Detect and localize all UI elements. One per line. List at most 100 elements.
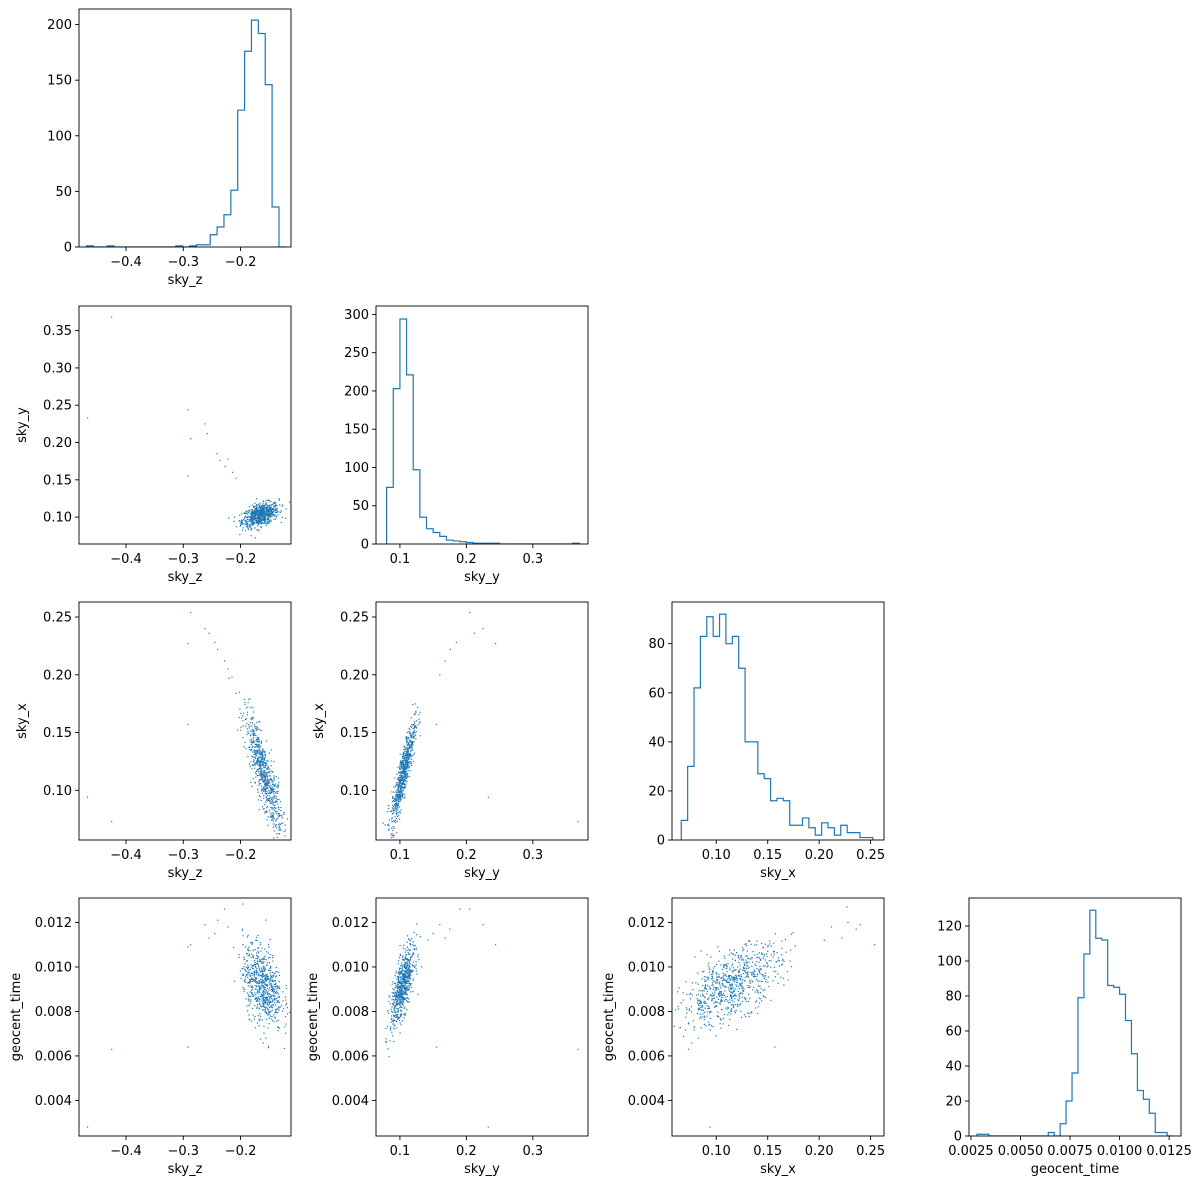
scatter-point xyxy=(253,517,255,519)
scatter-point xyxy=(739,979,742,981)
scatter-point xyxy=(382,822,384,824)
scatter-point xyxy=(758,980,760,982)
scatter-point xyxy=(273,1014,275,1016)
scatter-point xyxy=(248,969,250,971)
scatter-point xyxy=(260,741,262,743)
scatter-point xyxy=(251,986,253,988)
scatter-point xyxy=(392,834,395,836)
scatter-point xyxy=(266,763,268,765)
scatter-point xyxy=(728,954,731,956)
scatter-point xyxy=(276,505,278,507)
scatter-point xyxy=(256,743,259,746)
scatter-point xyxy=(408,747,411,749)
scatter-point xyxy=(732,963,734,965)
scatter-point xyxy=(266,523,268,525)
scatter-point xyxy=(387,810,389,813)
scatter-point xyxy=(722,994,724,996)
scatter-point xyxy=(403,966,405,968)
scatter-point xyxy=(404,988,406,990)
scatter-point xyxy=(404,964,407,966)
scatter-point xyxy=(265,781,268,783)
x-tick-label: 0.2 xyxy=(456,552,477,567)
scatter-point xyxy=(387,846,388,847)
scatter-point xyxy=(252,778,254,780)
scatter-point xyxy=(390,1008,392,1010)
scatter-point xyxy=(435,723,438,726)
scatter-point xyxy=(240,717,243,719)
scatter-point xyxy=(271,971,274,974)
scatter-point xyxy=(270,513,272,515)
scatter-point xyxy=(240,726,242,728)
y-axis-label: geocent_time xyxy=(9,973,24,1062)
scatter-point xyxy=(404,766,406,768)
scatter-point xyxy=(258,516,260,518)
scatter-point xyxy=(405,993,407,995)
scatter-point xyxy=(778,960,781,962)
scatter-point xyxy=(259,779,261,781)
scatter-point xyxy=(251,512,253,515)
scatter-point xyxy=(266,782,268,784)
scatter-point xyxy=(251,511,253,514)
scatter-point xyxy=(259,762,261,764)
scatter-point xyxy=(409,963,411,965)
scatter-point xyxy=(263,989,265,991)
scatter-point xyxy=(262,957,264,960)
scatter-point xyxy=(768,960,770,962)
scatter-point xyxy=(770,966,772,968)
scatter-point xyxy=(262,751,265,753)
scatter-point xyxy=(403,745,405,747)
scatter-point xyxy=(392,1019,394,1021)
scatter-point xyxy=(248,974,250,976)
scatter-point xyxy=(404,746,406,748)
scatter-point xyxy=(273,776,275,779)
scatter-point xyxy=(393,1015,395,1017)
scatter-point xyxy=(747,1000,750,1003)
scatter-point xyxy=(275,824,277,826)
scatter-point xyxy=(398,991,401,993)
scatter-point xyxy=(413,948,415,950)
scatter-point xyxy=(757,973,759,976)
scatter-point xyxy=(740,956,742,958)
scatter-point xyxy=(261,521,263,523)
scatter-point xyxy=(414,944,416,946)
scatter-point xyxy=(495,944,497,946)
scatter-point xyxy=(254,505,256,507)
scatter-point xyxy=(716,996,718,998)
scatter-point xyxy=(265,499,267,502)
scatter-point xyxy=(715,982,717,984)
scatter-point xyxy=(269,980,271,982)
scatter-point xyxy=(389,996,391,998)
scatter-point xyxy=(263,993,265,995)
scatter-point xyxy=(277,807,279,809)
scatter-point xyxy=(267,768,269,770)
scatter-point xyxy=(717,998,719,1001)
scatter-point xyxy=(285,1004,287,1006)
scatter-point xyxy=(274,825,277,827)
scatter-point xyxy=(410,749,412,751)
scatter-point xyxy=(255,508,257,510)
scatter-point xyxy=(394,1007,396,1009)
scatter-point xyxy=(283,830,285,833)
scatter-point xyxy=(269,953,272,956)
scatter-point xyxy=(726,980,728,983)
scatter-point xyxy=(260,778,262,780)
scatter-point xyxy=(400,794,402,796)
scatter-point xyxy=(412,728,414,730)
scatter-point xyxy=(271,986,274,989)
scatter-point xyxy=(395,813,398,815)
scatter-point xyxy=(252,520,254,522)
scatter-point xyxy=(271,1015,273,1018)
scatter-point xyxy=(749,982,752,984)
scatter-point xyxy=(260,970,262,973)
scatter-point xyxy=(273,518,275,520)
scatter-point xyxy=(277,1001,279,1003)
scatter-point xyxy=(756,940,758,942)
scatter-point xyxy=(396,1003,398,1005)
scatter-point xyxy=(249,739,251,741)
scatter-point xyxy=(719,983,721,985)
scatter-point xyxy=(401,972,403,974)
scatter-point xyxy=(402,784,404,786)
scatter-point xyxy=(408,938,410,940)
scatter-point xyxy=(253,742,255,744)
